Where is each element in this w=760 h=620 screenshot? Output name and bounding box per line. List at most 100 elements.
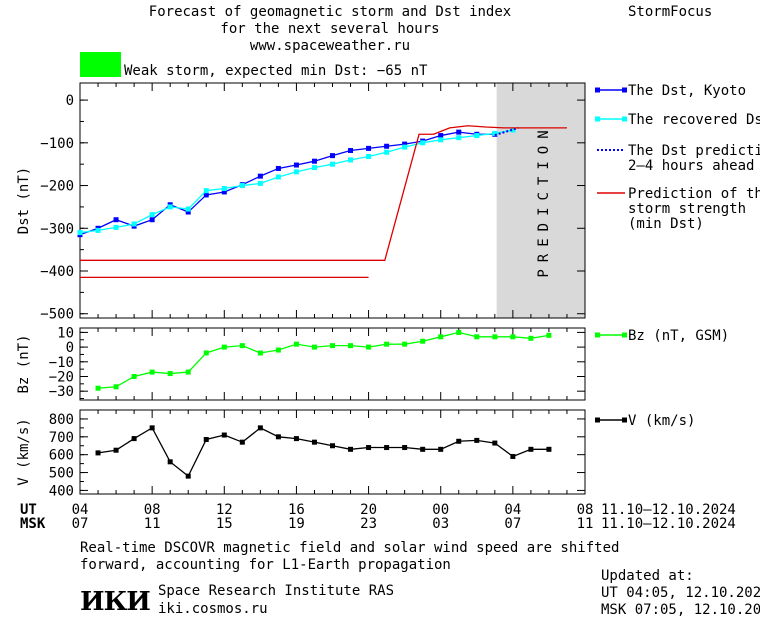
data-point <box>275 165 281 171</box>
legend-marker <box>622 116 627 122</box>
data-point <box>474 334 480 340</box>
legend-label: V (km/s) <box>628 413 695 429</box>
data-point <box>185 473 191 479</box>
storm-status-text: Weak storm, expected min Dst: −65 nT <box>124 63 428 79</box>
data-point <box>420 446 426 452</box>
series-line <box>97 426 549 478</box>
legend-label: The Dst prediction <box>628 143 760 159</box>
data-point <box>510 334 516 340</box>
updated-ut: UT 04:05, 12.10.2024 <box>601 585 760 601</box>
footnote-line-1: Real-time DSCOVR magnetic field and sola… <box>80 540 620 556</box>
chart-title: Forecast of geomagnetic storm and Dst in… <box>148 4 512 20</box>
footnote-line-2: forward, accounting for L1-Earth propaga… <box>80 557 451 573</box>
ut-tick-label: 12 <box>216 502 233 518</box>
data-point <box>311 344 317 350</box>
y-axis-label: Bz (nT) <box>16 334 32 393</box>
data-point <box>456 438 462 444</box>
institute-name: Space Research Institute RAS <box>158 583 395 599</box>
msk-tick-label: 03 <box>432 516 449 532</box>
data-point <box>257 425 263 431</box>
y-axis-label: Dst (nT) <box>16 167 32 234</box>
series-line <box>80 125 567 261</box>
y-tick-label: −300 <box>40 221 74 237</box>
legend-label-2: 2–4 hours ahead <box>628 158 754 174</box>
prediction-label: PREDICTION <box>536 123 552 277</box>
data-point <box>492 334 498 340</box>
legend-label: Bz (nT, GSM) <box>628 328 729 344</box>
data-point <box>366 145 372 151</box>
data-point <box>95 227 101 233</box>
data-point <box>293 162 299 168</box>
msk-axis-label: MSK <box>20 516 46 532</box>
data-point <box>528 335 534 341</box>
ut-tick-label: 08 <box>577 502 594 518</box>
data-point <box>149 217 155 223</box>
y-tick-label: 10 <box>57 325 74 341</box>
msk-tick-label: 11 <box>144 516 161 532</box>
series-line <box>494 126 519 137</box>
data-point <box>239 343 245 349</box>
data-point <box>420 140 426 146</box>
data-point <box>113 384 119 390</box>
data-point <box>438 334 444 340</box>
data-point <box>257 180 263 186</box>
panel-bz: 100−10−20−30 Bz (nT) Bz (nT, GSM) <box>16 325 729 401</box>
data-point <box>330 153 335 159</box>
data-point <box>384 149 390 155</box>
data-point <box>311 165 317 171</box>
iki-logo: ИКИ <box>80 587 151 617</box>
data-point <box>311 158 317 164</box>
msk-tick-label: 11 <box>577 516 594 532</box>
data-point <box>257 350 263 356</box>
data-point <box>366 445 372 451</box>
data-point <box>438 137 444 143</box>
data-point <box>95 385 101 391</box>
data-point <box>221 432 227 438</box>
legend-label-2: storm strength <box>628 201 746 217</box>
y-tick-label: −500 <box>40 307 74 323</box>
y-tick-label: 400 <box>49 483 74 499</box>
msk-tick-label: 07 <box>72 516 89 532</box>
series-the-dst-kyoto: The Dst, Kyoto <box>77 83 746 238</box>
data-point <box>167 371 173 377</box>
data-point <box>492 440 498 446</box>
data-point <box>221 189 227 195</box>
data-point <box>311 439 317 445</box>
data-point <box>420 338 426 344</box>
y-tick-label: −30 <box>49 384 74 400</box>
data-point <box>438 133 444 139</box>
data-point <box>348 157 354 163</box>
data-point <box>203 188 209 194</box>
ut-date-range: 11.10–12.10.2024 <box>601 502 736 518</box>
data-point <box>402 141 408 147</box>
institute-site[interactable]: iki.cosmos.ru <box>158 601 268 617</box>
legend-marker <box>595 332 600 338</box>
ut-tick-label: 08 <box>144 502 161 518</box>
y-tick-label: −20 <box>49 369 74 385</box>
updated-label: Updated at: <box>601 568 694 584</box>
y-axis-label: V (km/s) <box>16 418 32 485</box>
data-point <box>275 434 281 440</box>
data-point <box>402 341 408 347</box>
ut-tick-label: 20 <box>360 502 377 518</box>
data-point <box>131 373 137 379</box>
data-point <box>528 446 534 452</box>
y-tick-label: 0 <box>66 340 74 356</box>
legend-marker <box>622 87 627 93</box>
data-point <box>348 148 354 154</box>
data-point <box>275 347 281 353</box>
updated-msk: MSK 07:05, 12.10.2024 <box>601 602 760 618</box>
data-point <box>149 425 155 431</box>
panel-frame <box>79 327 586 401</box>
series-line <box>79 129 513 234</box>
data-point <box>456 135 462 141</box>
data-point <box>77 230 83 236</box>
data-point <box>402 144 408 150</box>
data-point <box>275 174 281 180</box>
y-tick-label: −400 <box>40 264 74 280</box>
data-point <box>456 129 462 135</box>
data-point <box>149 212 155 218</box>
